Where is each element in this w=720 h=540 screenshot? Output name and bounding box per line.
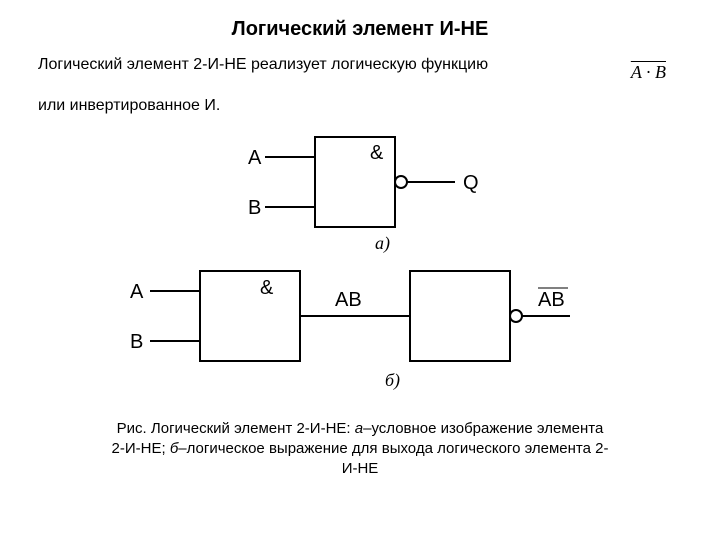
diag-b-in2: B: [130, 331, 143, 353]
cap-p1: Рис. Логический элемент 2-И-НЕ:: [117, 420, 355, 437]
formula-main: A · B: [631, 62, 666, 83]
cap-p3: –логическое выражение для выхода логичес…: [178, 440, 608, 477]
diag-b-mid: AB: [335, 289, 362, 311]
paragraph-2: или инвертированное И.: [0, 76, 720, 117]
figure-caption: Рис. Логический элемент 2-И-НЕ: а–условн…: [0, 411, 720, 480]
diag-b-label: б): [385, 370, 400, 391]
page-title: Логический элемент И-НЕ: [0, 0, 720, 41]
diag-a-in1: A: [248, 147, 262, 169]
cap-i2: б: [170, 440, 178, 457]
diag-b-out: AB: [538, 288, 568, 311]
cap-i1: а: [355, 420, 363, 437]
diag-a-in2: B: [248, 197, 261, 219]
diag-b-in1: A: [130, 281, 144, 303]
paragraph-1: Логический элемент 2-И-НЕ реализует логи…: [0, 41, 720, 76]
para1-text: Логический элемент 2-И-НЕ реализует логи…: [38, 56, 488, 73]
diagram-b: A B & AB AB б): [0, 256, 720, 411]
diagram-b-svg: A B & AB AB б): [110, 256, 610, 406]
diag-a-out: Q: [463, 172, 479, 194]
diag-a-label: а): [375, 233, 390, 254]
diagram-a: A B & Q а): [0, 117, 720, 262]
diag-a-gate: &: [370, 142, 384, 164]
diagram-a-svg: A B & Q а): [210, 117, 510, 257]
diag-b-gate1: &: [260, 277, 274, 299]
svg-text:AB: AB: [538, 289, 565, 311]
